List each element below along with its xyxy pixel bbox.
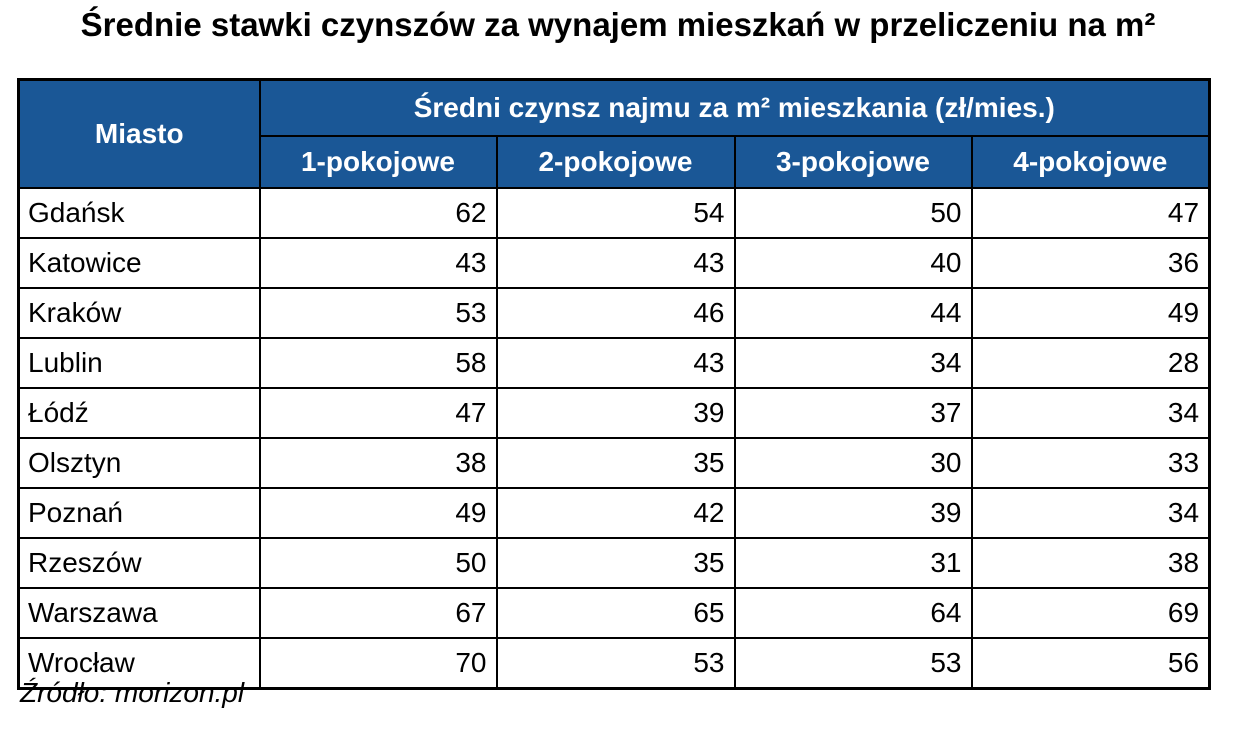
table-header: Miasto Średni czynsz najmu za m² mieszka… [17,78,1211,189]
value-cell: 43 [495,337,736,389]
value-cell: 53 [258,287,498,339]
table-row: Warszawa 67 65 64 69 [17,587,1211,639]
value-cell: 39 [495,387,736,439]
corner-header-miasto: Miasto [17,78,261,189]
value-cell: 30 [733,437,973,489]
city-cell: Warszawa [17,587,261,639]
table-row: Gdańsk 62 54 50 47 [17,187,1211,239]
value-cell: 28 [970,337,1211,389]
value-cell: 35 [495,537,736,589]
value-cell: 70 [258,637,498,690]
city-cell: Kraków [17,287,261,339]
value-cell: 37 [733,387,973,439]
value-cell: 58 [258,337,498,389]
value-cell: 38 [258,437,498,489]
rent-table: Miasto Średni czynsz najmu za m² mieszka… [17,78,1212,690]
value-cell: 36 [970,237,1211,289]
city-cell: Rzeszów [17,537,261,589]
value-cell: 67 [258,587,498,639]
city-cell: Katowice [17,237,261,289]
table-row: Katowice 43 43 40 36 [17,237,1211,289]
value-cell: 33 [970,437,1211,489]
value-cell: 65 [495,587,736,639]
value-cell: 40 [733,237,973,289]
value-cell: 64 [733,587,973,639]
city-cell: Lublin [17,337,261,389]
value-cell: 31 [733,537,973,589]
value-cell: 34 [970,387,1211,439]
table-row: Lublin 58 43 34 28 [17,337,1211,389]
table-row: Poznań 49 42 39 34 [17,487,1211,539]
value-cell: 44 [733,287,973,339]
value-cell: 46 [495,287,736,339]
value-cell: 34 [733,337,973,389]
table-row: Olsztyn 38 35 30 33 [17,437,1211,489]
value-cell: 49 [970,287,1211,339]
page-title: Średnie stawki czynszów za wynajem miesz… [80,6,1156,43]
value-cell: 50 [258,537,498,589]
value-cell: 50 [733,187,973,239]
value-cell: 53 [495,637,736,690]
column-header-4: 4-pokojowe [970,135,1211,189]
table-row: Rzeszów 50 35 31 38 [17,537,1211,589]
city-cell: Poznań [17,487,261,539]
city-cell: Łódź [17,387,261,439]
value-cell: 62 [258,187,498,239]
value-cell: 43 [495,237,736,289]
source-note: Źródło: morizon.pl [20,677,245,708]
value-cell: 34 [970,487,1211,539]
value-cell: 47 [258,387,498,439]
value-cell: 56 [970,637,1211,690]
header-row-group: Miasto Średni czynsz najmu za m² mieszka… [17,78,1211,189]
value-cell: 38 [970,537,1211,589]
value-cell: 42 [495,487,736,539]
table-row: Kraków 53 46 44 49 [17,287,1211,339]
value-cell: 35 [495,437,736,489]
table-row: Wrocław 70 53 53 56 [17,637,1211,690]
value-cell: 47 [970,187,1211,239]
city-cell: Gdańsk [17,187,261,239]
group-header: Średni czynsz najmu za m² mieszkania (zł… [258,78,1211,137]
value-cell: 43 [258,237,498,289]
city-cell: Olsztyn [17,437,261,489]
table-body: Gdańsk 62 54 50 47 Katowice 43 43 40 36 Kraków 53 46… [17,187,1211,690]
value-cell: 54 [495,187,736,239]
table-row: Łódź 47 39 37 34 [17,387,1211,439]
value-cell: 53 [733,637,973,690]
city-cell: Wrocław [17,637,261,690]
value-cell: 39 [733,487,973,539]
column-header-1: 1-pokojowe [258,135,498,189]
value-cell: 69 [970,587,1211,639]
column-header-3: 3-pokojowe [733,135,973,189]
header-row-columns: 1-pokojowe 2-pokojowe 3-pokojowe 4-pokojowe [19,135,1211,189]
column-header-2: 2-pokojowe [495,135,736,189]
value-cell: 49 [258,487,498,539]
